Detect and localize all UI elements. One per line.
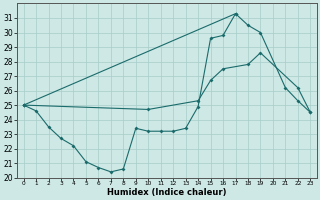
X-axis label: Humidex (Indice chaleur): Humidex (Indice chaleur) xyxy=(107,188,227,197)
